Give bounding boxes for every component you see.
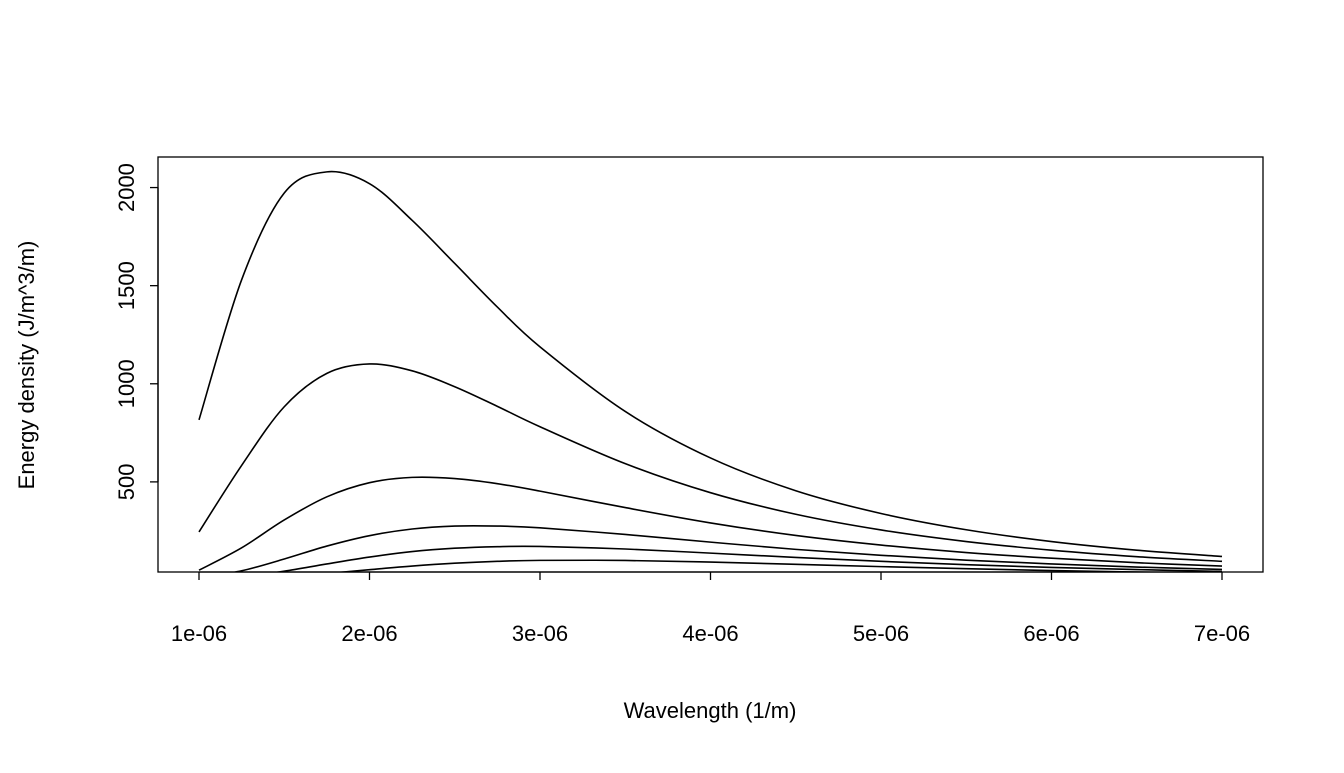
plot-frame bbox=[157, 156, 1264, 573]
x-tick-label: 7e-06 bbox=[1194, 621, 1250, 646]
y-axis-label: Energy density (J/m^3/m) bbox=[14, 241, 39, 490]
y-axis: 500 1000 1500 2000 bbox=[114, 163, 159, 501]
series-line-2 bbox=[198, 363, 1223, 563]
x-axis-label: Wavelength (1/m) bbox=[624, 698, 797, 723]
y-tick-label: 500 bbox=[114, 464, 139, 501]
x-tick-label: 4e-06 bbox=[682, 621, 738, 646]
series-line-1 bbox=[198, 170, 1223, 558]
series-line-4 bbox=[231, 524, 1223, 572]
y-tick-label: 1000 bbox=[114, 359, 139, 408]
x-tick-label: 5e-06 bbox=[853, 621, 909, 646]
x-tick-label: 1e-06 bbox=[171, 621, 227, 646]
x-axis: 1e-06 2e-06 3e-06 4e-06 5e-06 6e-06 7e-06 bbox=[171, 571, 1250, 646]
x-tick-label: 6e-06 bbox=[1023, 621, 1079, 646]
x-tick-label: 3e-06 bbox=[512, 621, 568, 646]
series-layer bbox=[198, 170, 1223, 572]
y-tick-label: 2000 bbox=[114, 163, 139, 212]
x-tick-label: 2e-06 bbox=[341, 621, 397, 646]
series-line-6 bbox=[335, 559, 1182, 572]
y-tick-label: 1500 bbox=[114, 261, 139, 310]
series-line-5 bbox=[273, 545, 1223, 572]
series-line-3 bbox=[198, 476, 1223, 571]
